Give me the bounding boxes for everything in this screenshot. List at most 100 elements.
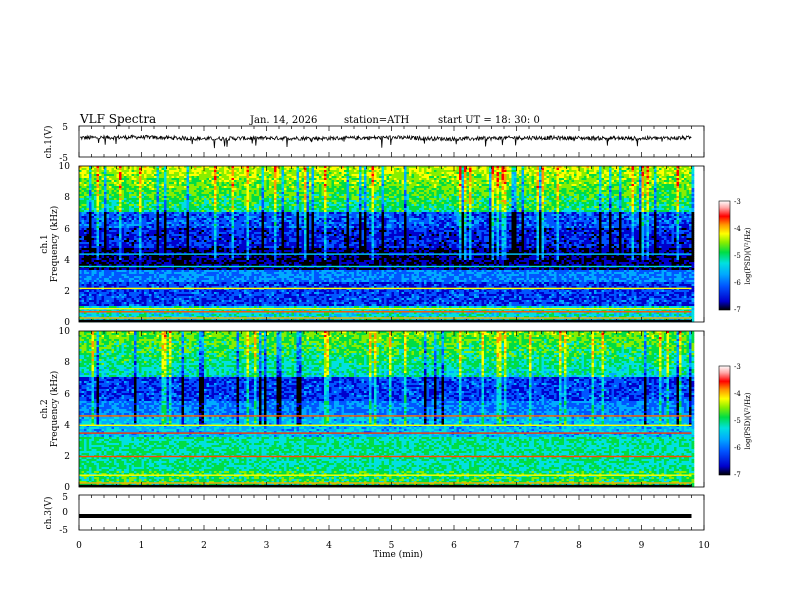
spectrogram-cell xyxy=(531,204,535,207)
spectrogram-cell xyxy=(176,188,180,191)
spectrogram-cell xyxy=(581,184,585,187)
spectrogram-cell xyxy=(581,176,585,179)
spectrogram-cell xyxy=(281,198,285,201)
spectrogram-cell xyxy=(629,166,632,169)
spectrogram-cell xyxy=(229,176,232,179)
spectrogram-cell xyxy=(314,190,317,193)
spectrogram-cell xyxy=(676,170,680,173)
spectrogram-cell xyxy=(179,204,182,207)
spectrogram-cell xyxy=(366,182,370,185)
spectrogram-cell xyxy=(194,182,197,185)
spectrogram-cell xyxy=(599,200,602,203)
spectrogram-cell xyxy=(264,192,267,195)
spectrogram-cell xyxy=(391,196,395,199)
spectrogram-cell xyxy=(469,166,472,169)
spectrogram-cell xyxy=(359,170,362,173)
spectrogram-cell xyxy=(551,204,555,207)
spectrogram-cell xyxy=(686,178,690,181)
spectrogram-cell xyxy=(376,188,380,191)
spectrogram-cell xyxy=(149,170,152,173)
spectrogram-cell xyxy=(636,166,640,169)
spectrogram-cell xyxy=(539,188,542,191)
spectrogram-cell xyxy=(114,176,117,179)
spectrogram-cell xyxy=(564,196,567,199)
spectrogram-cell xyxy=(321,168,325,171)
spectrogram-cell xyxy=(646,188,650,191)
spectrogram-cell xyxy=(449,200,452,203)
spectrogram-cell xyxy=(379,174,382,177)
spectrogram-cell xyxy=(174,196,177,199)
spectrogram-cell xyxy=(194,180,197,183)
spectrogram-cell xyxy=(449,170,452,173)
spectrogram-cell xyxy=(119,166,122,169)
spectrogram-cell xyxy=(429,190,432,193)
spectrogram-cell xyxy=(636,184,640,187)
spectrogram-cell xyxy=(529,184,532,187)
spectrogram-cell xyxy=(119,184,122,187)
spectrogram-cell xyxy=(626,180,630,183)
spectrogram-cell xyxy=(174,190,177,193)
spectrogram-cell xyxy=(174,182,177,185)
spectrogram-cell xyxy=(431,194,435,197)
spectrogram-cell xyxy=(151,180,155,183)
spectrogram-cell xyxy=(516,194,520,197)
spectrogram-cell xyxy=(441,178,445,181)
spectrogram-cell xyxy=(344,190,347,193)
spectrogram-cell xyxy=(471,184,475,187)
spectrogram-cell xyxy=(119,188,122,191)
spectrogram-cell xyxy=(641,188,645,191)
spectrogram-cell xyxy=(361,204,365,207)
spectrogram-cell xyxy=(449,188,452,191)
spectrogram-cell xyxy=(656,168,660,171)
spectrogram-cell xyxy=(106,182,110,185)
spectrogram-cell xyxy=(174,170,177,173)
spectrogram-cell xyxy=(351,166,355,169)
spectrogram-cell xyxy=(231,200,235,203)
spectrogram-cell xyxy=(444,174,447,177)
spectrogram-cell xyxy=(561,168,565,171)
spectrogram-cell xyxy=(184,198,187,201)
spectrogram-cell xyxy=(659,188,662,191)
spectrogram-cell xyxy=(271,174,275,177)
spectrogram-cell xyxy=(549,186,552,189)
spectrogram-cell xyxy=(379,178,382,181)
spectrogram-cell xyxy=(244,200,247,203)
spectrogram-cell xyxy=(356,196,360,199)
spectrogram-cell xyxy=(144,196,147,199)
spectrogram-cell xyxy=(436,176,440,179)
spectrogram-cell xyxy=(529,174,532,177)
spectrogram-cell xyxy=(326,174,330,177)
spectrogram-cell xyxy=(644,174,647,177)
spectrogram-cell xyxy=(311,186,315,189)
spectrogram-cell xyxy=(269,174,272,177)
spectrogram-cell xyxy=(681,196,685,199)
spectrogram-cell xyxy=(246,172,250,175)
spectrogram-cell xyxy=(509,166,512,169)
spectrogram-cell xyxy=(314,196,317,199)
spectrogram-cell xyxy=(606,184,610,187)
spectrogram-cell xyxy=(609,174,612,177)
spectrogram-cell xyxy=(359,176,362,179)
spectrogram-cell xyxy=(439,166,442,169)
spectrogram-cell xyxy=(211,186,215,189)
spectrogram-cell xyxy=(211,182,215,185)
spectrogram-cell xyxy=(341,194,345,197)
spectrogram-cell xyxy=(229,188,232,191)
spectrogram-cell xyxy=(84,204,87,207)
spectrogram-cell xyxy=(621,194,625,197)
spectrogram-cell xyxy=(234,176,237,179)
spectrogram-cell xyxy=(191,198,195,201)
spectrogram-cell xyxy=(369,168,372,171)
spectrogram-cell xyxy=(556,184,560,187)
spectrogram-cell xyxy=(596,186,600,189)
spectrogram-cell xyxy=(546,200,550,203)
spectrogram-cell xyxy=(411,170,415,173)
spectrogram-cell xyxy=(159,194,162,197)
spectrogram-cell xyxy=(279,166,282,169)
spectrogram-cell xyxy=(94,184,97,187)
spectrogram-cell xyxy=(601,192,605,195)
spectrogram-cell xyxy=(439,202,442,205)
spectrogram-cell xyxy=(644,202,647,205)
spectrogram-cell xyxy=(381,188,385,191)
spectrogram-cell xyxy=(671,178,675,181)
